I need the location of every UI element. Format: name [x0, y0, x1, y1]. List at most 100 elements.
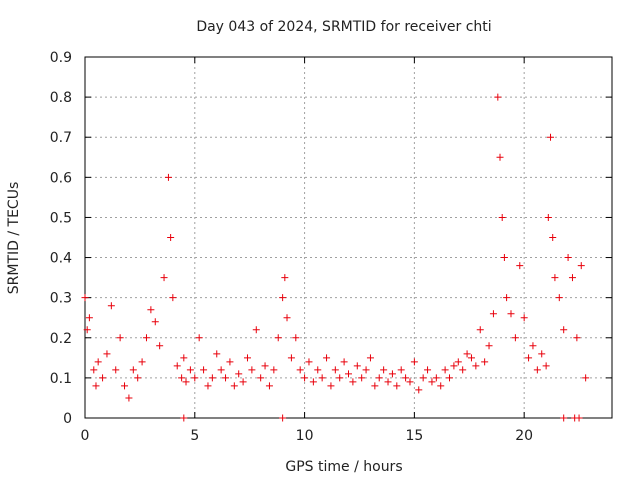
data-point: [366, 354, 374, 362]
data-point: [180, 414, 188, 422]
data-point: [318, 374, 326, 382]
y-tick-label: 0.6: [50, 170, 72, 186]
data-point: [345, 370, 352, 378]
data-point: [331, 366, 339, 374]
x-tick-label: 20: [515, 428, 533, 444]
data-point: [358, 374, 366, 382]
data-point: [305, 358, 313, 366]
y-axis-label: SRMTID / TECUs: [6, 182, 22, 295]
data-point: [279, 414, 287, 422]
data-point: [582, 374, 590, 382]
data-point: [169, 294, 177, 302]
data-point: [178, 374, 186, 382]
data-point: [186, 366, 194, 374]
data-point: [107, 302, 115, 310]
data-point: [85, 314, 93, 322]
data-point: [164, 173, 172, 181]
data-point: [296, 366, 304, 374]
data-point: [191, 374, 199, 382]
x-axis-label: GPS time / hours: [285, 459, 402, 475]
data-point: [265, 382, 273, 390]
x-tick-label: 0: [81, 428, 90, 444]
data-point: [142, 334, 150, 342]
data-point: [281, 274, 289, 282]
data-point: [235, 370, 243, 378]
data-point: [419, 374, 427, 382]
data-point: [90, 366, 98, 374]
data-point: [577, 262, 585, 270]
data-point: [362, 366, 370, 374]
y-tick-label: 0.5: [50, 210, 72, 226]
data-point: [575, 414, 583, 422]
data-point: [226, 358, 234, 366]
data-point: [270, 366, 278, 374]
data-point: [151, 318, 159, 326]
gridlines: [85, 57, 612, 418]
plot-frame: [84, 56, 613, 419]
data-point: [112, 366, 120, 374]
data-point: [402, 374, 410, 382]
data-point: [525, 354, 533, 362]
data-point: [279, 294, 287, 302]
data-point: [428, 378, 436, 386]
data-point: [257, 374, 265, 382]
data-point: [529, 342, 537, 350]
data-point: [147, 306, 155, 314]
data-point: [173, 362, 181, 370]
data-point: [393, 382, 401, 390]
data-point: [388, 370, 396, 378]
data-point: [544, 213, 552, 221]
data-point: [375, 374, 383, 382]
data-point: [476, 326, 484, 334]
data-point: [446, 374, 454, 382]
data-point: [200, 366, 208, 374]
data-point: [547, 133, 555, 141]
data-point: [511, 334, 519, 342]
data-point: [496, 153, 504, 161]
data-point: [406, 378, 414, 386]
data-point: [353, 362, 361, 370]
data-point: [327, 382, 335, 390]
data-point: [555, 294, 563, 302]
data-point: [309, 378, 317, 386]
y-tick-label: 0.3: [50, 291, 72, 307]
data-point: [485, 342, 493, 350]
data-point: [500, 254, 508, 262]
data-point: [450, 362, 458, 370]
data-point: [252, 326, 260, 334]
data-point: [542, 362, 550, 370]
data-point: [204, 382, 212, 390]
data-point: [371, 382, 379, 390]
data-point: [380, 366, 388, 374]
data-point: [441, 366, 449, 374]
y-tick-label: 0.1: [50, 371, 72, 387]
data-point: [349, 378, 357, 386]
data-point: [116, 334, 124, 342]
y-tick-label: 0: [63, 411, 72, 427]
data-point: [520, 314, 528, 322]
data-point: [568, 274, 576, 282]
data-point: [182, 378, 190, 386]
data-point: [415, 386, 423, 394]
data-point: [92, 382, 100, 390]
data-point: [129, 366, 137, 374]
data-point: [467, 354, 475, 362]
data-point: [213, 350, 221, 358]
data-point: [573, 334, 581, 342]
data-point: [564, 254, 572, 262]
data-point: [549, 234, 557, 241]
data-point: [336, 374, 344, 382]
y-tick-label: 0.8: [50, 90, 72, 106]
data-point: [292, 334, 300, 342]
data-point: [424, 366, 432, 374]
data-point: [323, 354, 331, 362]
y-tick-label: 0.4: [50, 251, 72, 267]
data-point: [208, 374, 216, 382]
data-point: [283, 314, 291, 322]
y-tick-label: 0.9: [50, 50, 72, 66]
data-point: [538, 350, 546, 358]
axis-ticks: [84, 56, 612, 419]
data-point: [230, 382, 238, 390]
data-point: [138, 358, 146, 366]
